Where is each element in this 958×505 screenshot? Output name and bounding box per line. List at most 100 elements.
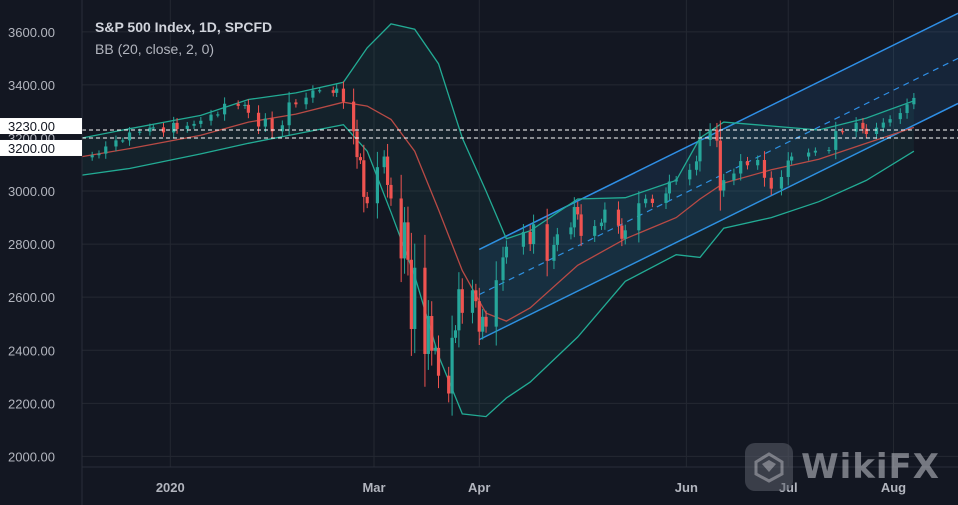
candle-body bbox=[409, 259, 413, 330]
candle-body bbox=[708, 129, 712, 140]
time-tick-label: Aug bbox=[881, 480, 906, 495]
candle-body bbox=[521, 231, 525, 247]
indicator-label[interactable]: BB (20, close, 2, 0) bbox=[95, 41, 215, 57]
candle-body bbox=[912, 97, 916, 105]
candle-body bbox=[756, 160, 760, 166]
candle-body bbox=[294, 102, 298, 105]
candle-body bbox=[287, 102, 291, 126]
candle-body bbox=[905, 104, 909, 114]
price-tick-label: 2400.00 bbox=[8, 343, 55, 358]
candle-body bbox=[270, 118, 274, 132]
bb-lower-line[interactable] bbox=[81, 123, 915, 418]
candle-body bbox=[881, 122, 885, 128]
candle-body bbox=[664, 193, 668, 203]
candle-body bbox=[399, 198, 403, 259]
candle-body bbox=[484, 316, 488, 327]
candle-body bbox=[572, 206, 576, 228]
candle-body bbox=[209, 114, 213, 121]
candle-body bbox=[256, 112, 261, 127]
candle-body bbox=[430, 316, 434, 351]
candle-body bbox=[576, 206, 580, 215]
level-label-text: 3200.00 bbox=[8, 141, 55, 156]
candle-body bbox=[715, 129, 719, 141]
candle-body bbox=[382, 156, 386, 168]
candle-body bbox=[433, 347, 437, 351]
candle-body bbox=[732, 173, 736, 181]
candle-body bbox=[827, 149, 831, 152]
candle-body bbox=[127, 132, 132, 141]
candle-body bbox=[718, 140, 722, 191]
candle-body bbox=[650, 198, 655, 203]
candle-body bbox=[223, 103, 227, 115]
candle-body bbox=[263, 118, 267, 127]
candle-body bbox=[637, 203, 641, 231]
candle-body bbox=[470, 290, 475, 313]
channel-upper-line[interactable] bbox=[478, 12, 958, 251]
candle-body bbox=[840, 131, 845, 133]
price-tick-label: 3600.00 bbox=[8, 25, 55, 40]
channel-middle-line[interactable] bbox=[478, 57, 958, 296]
candle-body bbox=[674, 179, 678, 182]
candle-body bbox=[355, 131, 359, 158]
candle-body bbox=[104, 146, 108, 154]
candle-body bbox=[450, 337, 454, 394]
candle-body bbox=[216, 114, 220, 116]
watermark-text: WikiFX bbox=[801, 447, 940, 487]
candle-body bbox=[457, 289, 461, 331]
candle-body bbox=[151, 127, 155, 129]
candle-body bbox=[413, 267, 417, 330]
channel-lower-line[interactable] bbox=[478, 102, 958, 341]
chart-legend: S&P 500 Index, 1D, SPCFD BB (20, close, … bbox=[95, 16, 272, 60]
candle-body bbox=[531, 224, 536, 245]
candle-body bbox=[114, 140, 118, 147]
candle-body bbox=[528, 231, 532, 245]
candle-body bbox=[501, 257, 505, 281]
candle-body bbox=[90, 155, 94, 158]
level-label-box[interactable] bbox=[0, 118, 82, 135]
candle-body bbox=[504, 246, 509, 258]
symbol-title[interactable]: S&P 500 Index, 1D, SPCFD bbox=[95, 19, 273, 35]
candle-body bbox=[888, 119, 892, 123]
candle-body bbox=[246, 104, 250, 113]
candle-body bbox=[172, 122, 176, 133]
candle-body bbox=[199, 120, 203, 124]
candle-body bbox=[352, 101, 356, 132]
candle-body bbox=[494, 280, 498, 327]
candle-body bbox=[694, 161, 699, 170]
candle-body bbox=[861, 122, 865, 129]
candle-body bbox=[667, 181, 671, 194]
level-label-text: 3230.00 bbox=[8, 119, 55, 134]
candle-body bbox=[555, 234, 559, 245]
time-tick-label: Apr bbox=[468, 480, 490, 495]
wikifx-logo-icon bbox=[745, 443, 794, 491]
candle-body bbox=[688, 169, 692, 180]
candle-body bbox=[477, 301, 481, 332]
time-tick-label: 2020 bbox=[156, 480, 185, 495]
level-label-box[interactable] bbox=[0, 139, 82, 156]
candle-body bbox=[161, 127, 166, 133]
candle-body bbox=[722, 180, 726, 191]
candle-body bbox=[460, 289, 464, 313]
candle-body bbox=[569, 227, 573, 235]
price-tick-label: 2000.00 bbox=[8, 449, 55, 464]
candle-body bbox=[331, 90, 335, 93]
candle-body bbox=[698, 139, 702, 162]
bb-upper-line[interactable] bbox=[81, 23, 915, 240]
horizontal-levels[interactable] bbox=[82, 129, 958, 139]
candle-body bbox=[185, 125, 189, 129]
candle-body bbox=[318, 90, 322, 92]
regression-channel bbox=[478, 12, 958, 341]
price-axis-labels: 2000.00 2200.00 2400.00 2600.00 2800.00 3000.… bbox=[8, 25, 55, 465]
candle-body bbox=[854, 122, 858, 132]
price-axis-background[interactable] bbox=[0, 0, 82, 467]
candle-body bbox=[579, 214, 583, 236]
candle-body bbox=[192, 123, 196, 126]
candle-body bbox=[365, 196, 369, 204]
candle-body bbox=[474, 290, 478, 302]
time-axis-background[interactable] bbox=[0, 467, 958, 505]
watermark: WikiFX bbox=[745, 443, 940, 491]
candle-body bbox=[623, 230, 627, 239]
price-tick-label: 3000.00 bbox=[8, 184, 55, 199]
candle-body bbox=[603, 209, 607, 223]
